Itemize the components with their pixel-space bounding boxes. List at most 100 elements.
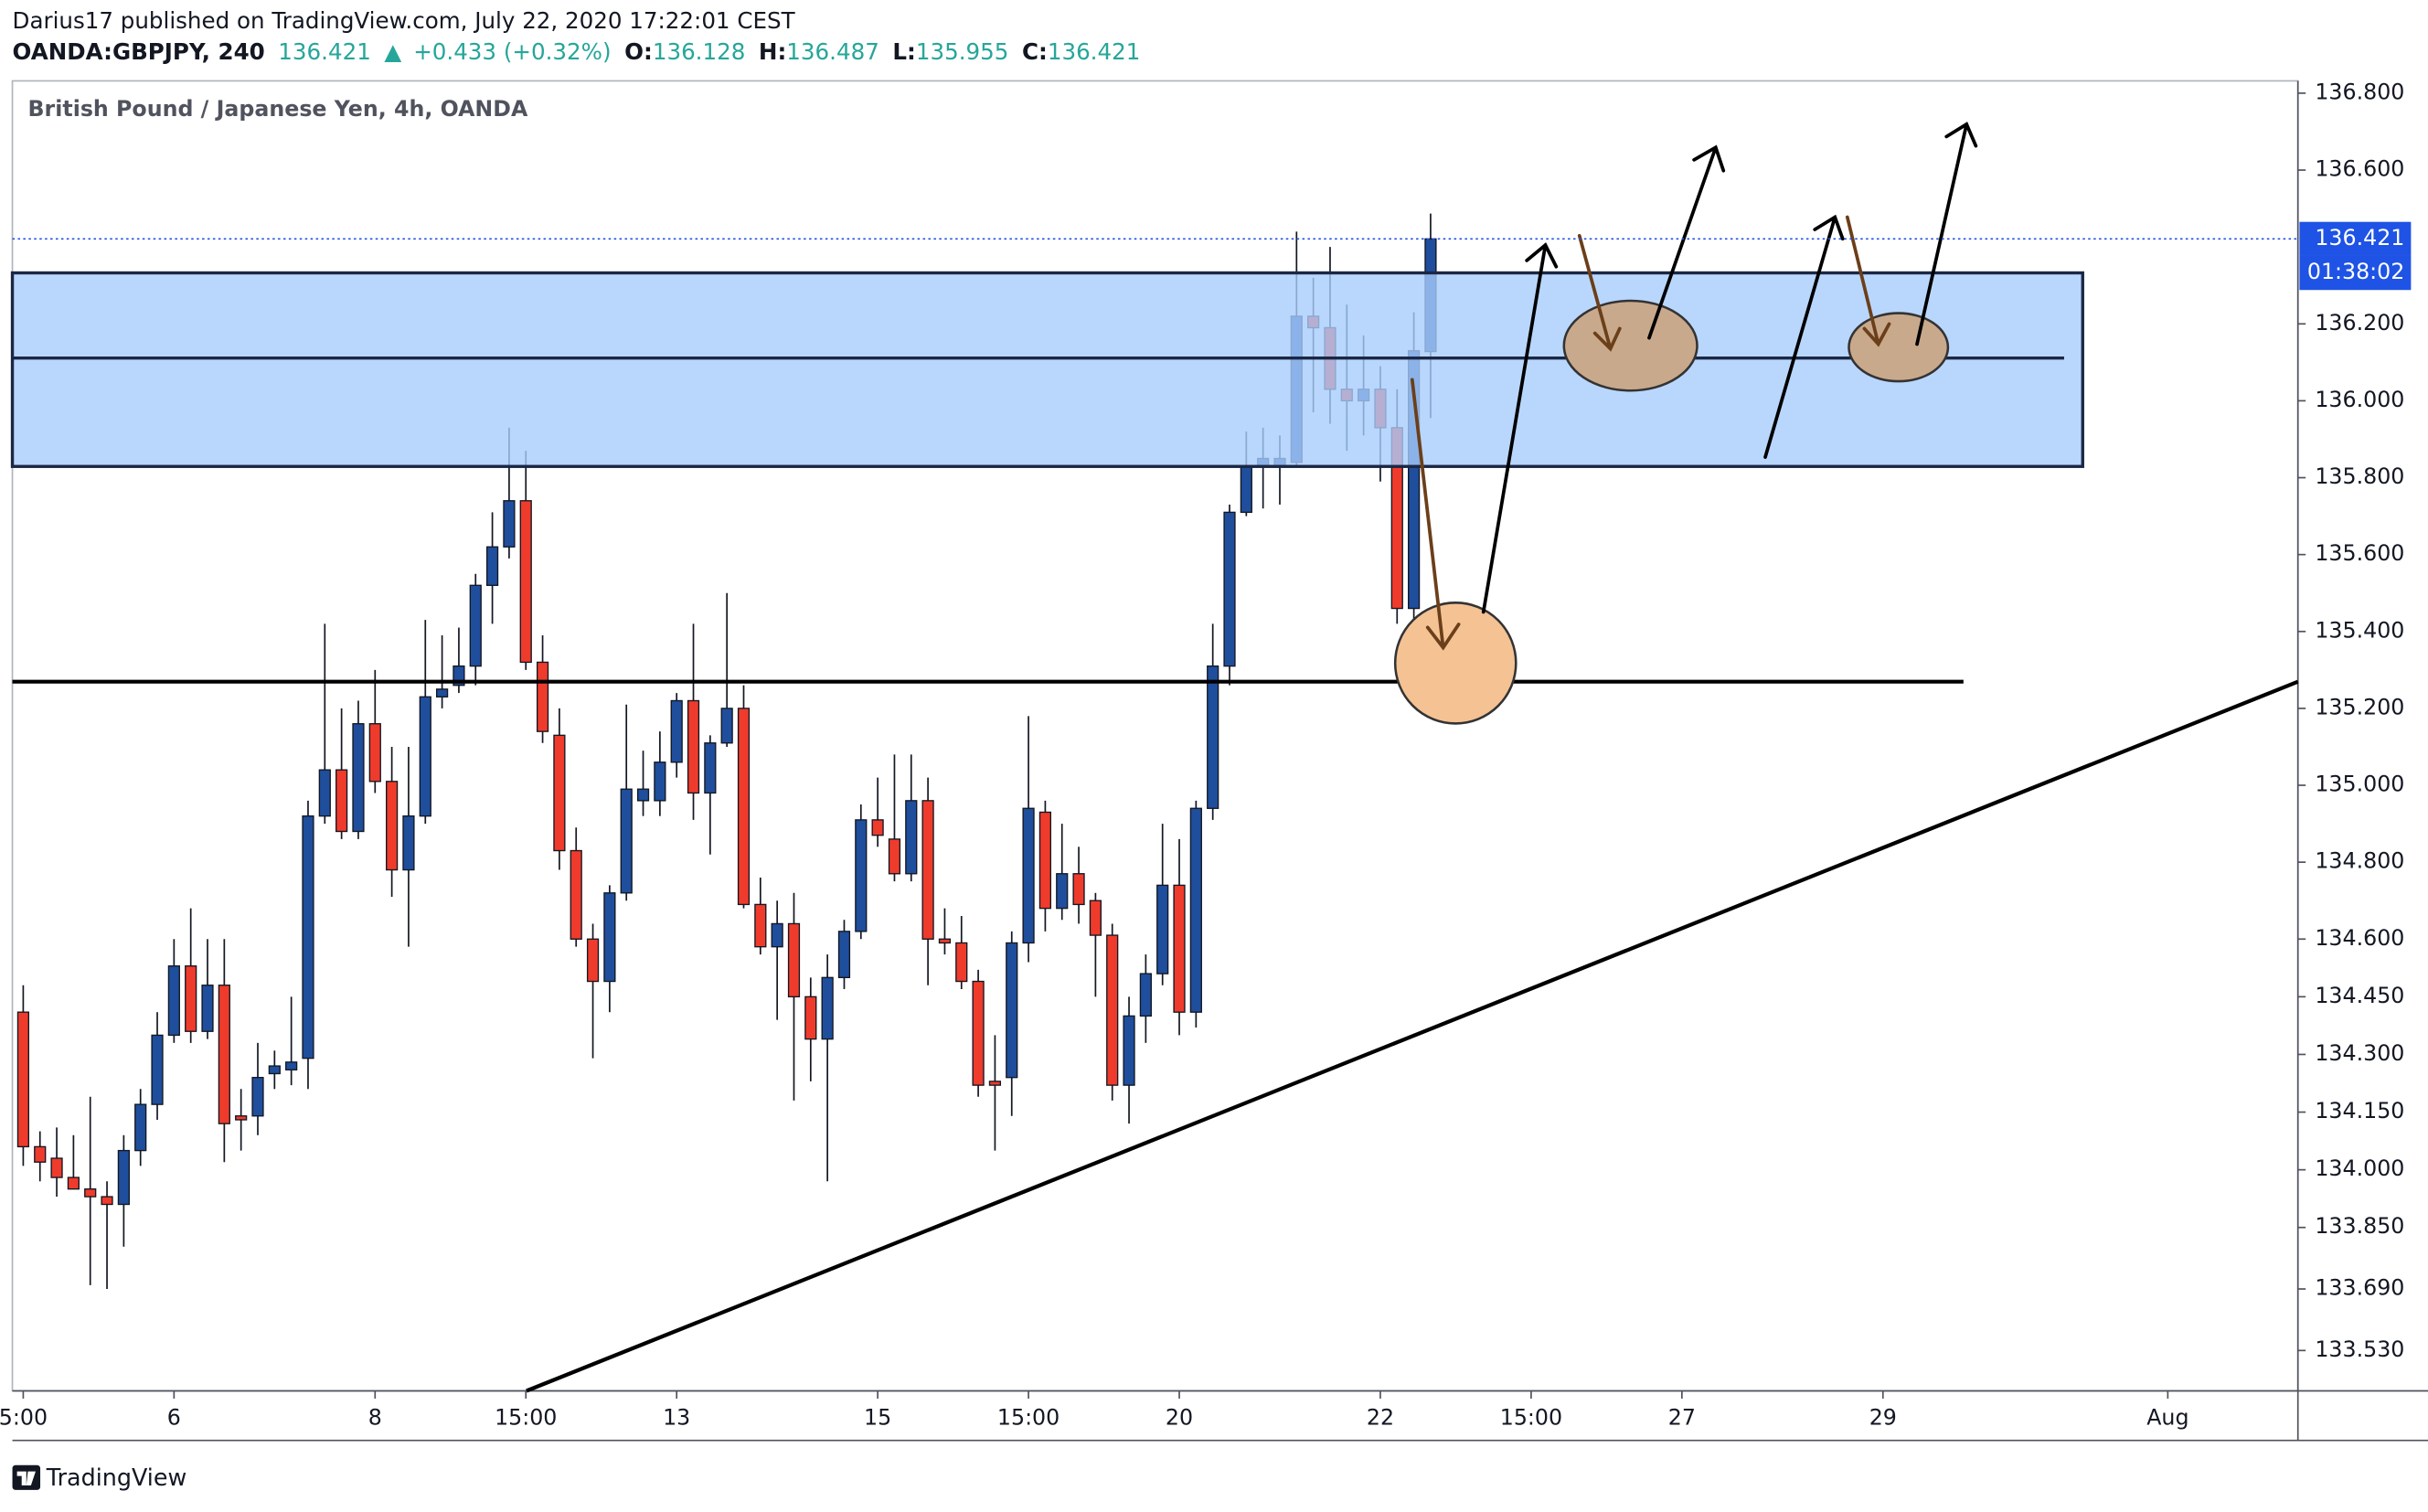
y-tick-label: 135.800 [2315, 463, 2404, 489]
x-tick-label: 27 [1668, 1404, 1696, 1430]
candle-body [1139, 973, 1152, 1017]
open-label: O: [624, 38, 653, 65]
publish-info: Darius17 published on TradingView.com, J… [13, 7, 796, 34]
y-tick-label: 136.800 [2315, 79, 2404, 104]
candle-body [67, 1177, 80, 1190]
candle-body [453, 665, 465, 687]
y-tick-label: 135.400 [2315, 617, 2404, 643]
candle-body [603, 892, 616, 983]
high-value: 136.487 [786, 38, 879, 65]
candle-body [1056, 873, 1069, 910]
x-tick-label: 15:00 [997, 1404, 1060, 1430]
candle-body [737, 708, 751, 906]
last-price-box [2299, 221, 2412, 256]
footer-logo: TradingView [12, 1464, 186, 1491]
candle-body [235, 1115, 248, 1121]
arrow [1410, 378, 1461, 651]
y-tick-label: 134.000 [2315, 1155, 2404, 1181]
candle-body [771, 922, 783, 948]
candle-body [1123, 1015, 1135, 1086]
y-tick-label: 135.200 [2315, 694, 2404, 719]
candle-body [938, 938, 952, 944]
x-tick-label: 20 [1166, 1404, 1193, 1430]
candle-body [787, 922, 801, 998]
resistance-zone [10, 271, 2084, 468]
high-label: H: [759, 38, 786, 65]
highlight-circle [1393, 602, 1518, 725]
candle-body [84, 1187, 97, 1198]
candle-body [654, 761, 666, 802]
y-tick-label: 134.450 [2315, 983, 2404, 1008]
x-tick-label: 15:00 [495, 1404, 557, 1430]
candle-body [435, 688, 449, 697]
candle-body [335, 769, 348, 833]
highlight-ellipse [1562, 299, 1699, 392]
y-tick-label: 133.690 [2315, 1275, 2404, 1301]
candle-body [972, 980, 985, 1086]
candle-body [620, 788, 633, 894]
candle-body [988, 1081, 1002, 1086]
candle-body [285, 1061, 298, 1070]
arrow [1647, 144, 1726, 340]
last-price: 136.421 [278, 38, 371, 65]
candle-body [485, 546, 499, 586]
candle-body [1089, 900, 1102, 936]
candle-body [1038, 811, 1052, 910]
candle-body [837, 931, 851, 979]
low-label: L: [892, 38, 915, 65]
candle-body [1156, 884, 1169, 974]
x-tick-label: 6 [167, 1404, 181, 1430]
y-tick-label: 136.600 [2315, 156, 2404, 182]
axes: 136.800 136.600 136.200 136.000 135.800 135.6… [0, 79, 2412, 1430]
symbol-line: OANDA:GBPJPY, 240 136.421 ▲ +0.433 (+0.3… [13, 38, 1141, 65]
candle-body [218, 985, 230, 1124]
last-price-label: 136.421 [2315, 225, 2404, 250]
x-tick-label: 13 [663, 1404, 690, 1430]
arrow [1915, 122, 1978, 346]
candle-body [167, 965, 180, 1037]
candle-body [151, 1034, 164, 1105]
countdown-label: 01:38:02 [2307, 259, 2404, 284]
countdown-box [2299, 255, 2412, 291]
candle-body [1106, 934, 1119, 1086]
drawings [10, 122, 2299, 1393]
candle-body [1072, 873, 1085, 906]
candle-body [268, 1065, 281, 1075]
candle-body [1006, 942, 1018, 1079]
candle-body [318, 769, 331, 817]
candle-body [117, 1149, 130, 1206]
candle-body [905, 800, 918, 875]
candle-body [419, 696, 431, 817]
x-tick-label: 22 [1367, 1404, 1394, 1430]
x-tick-label: 5:00 [0, 1404, 48, 1430]
open-value: 136.128 [653, 38, 746, 65]
candle-body [1240, 465, 1252, 514]
candle-body [519, 500, 532, 664]
x-tick-label: Aug [2146, 1404, 2188, 1430]
y-tick-label: 134.600 [2315, 925, 2404, 951]
candle-body [871, 819, 884, 836]
candle-body [804, 996, 817, 1040]
arrow [1481, 242, 1559, 614]
candle-body [888, 838, 901, 875]
close-label: C: [1022, 38, 1048, 65]
candle-body [50, 1157, 63, 1178]
logo-mark [16, 1471, 36, 1485]
candle-body [855, 819, 868, 932]
candle-body [503, 500, 516, 548]
candle-body [185, 965, 197, 1032]
trend-line [526, 679, 2299, 1393]
arrow [1577, 233, 1622, 352]
y-tick-label: 133.850 [2315, 1213, 2404, 1239]
candle-body [921, 800, 934, 940]
candle-body [536, 661, 549, 732]
candle-body [720, 708, 733, 744]
y-tick-label: 134.300 [2315, 1040, 2404, 1066]
x-tick-label: 15 [864, 1404, 891, 1430]
candle-body [955, 942, 968, 983]
low-value: 135.955 [916, 38, 1009, 65]
change-arrow: ▲ [384, 38, 401, 65]
candle-body [251, 1077, 264, 1117]
y-tick-label: 134.150 [2315, 1098, 2404, 1123]
y-tick-label: 134.800 [2315, 848, 2404, 874]
